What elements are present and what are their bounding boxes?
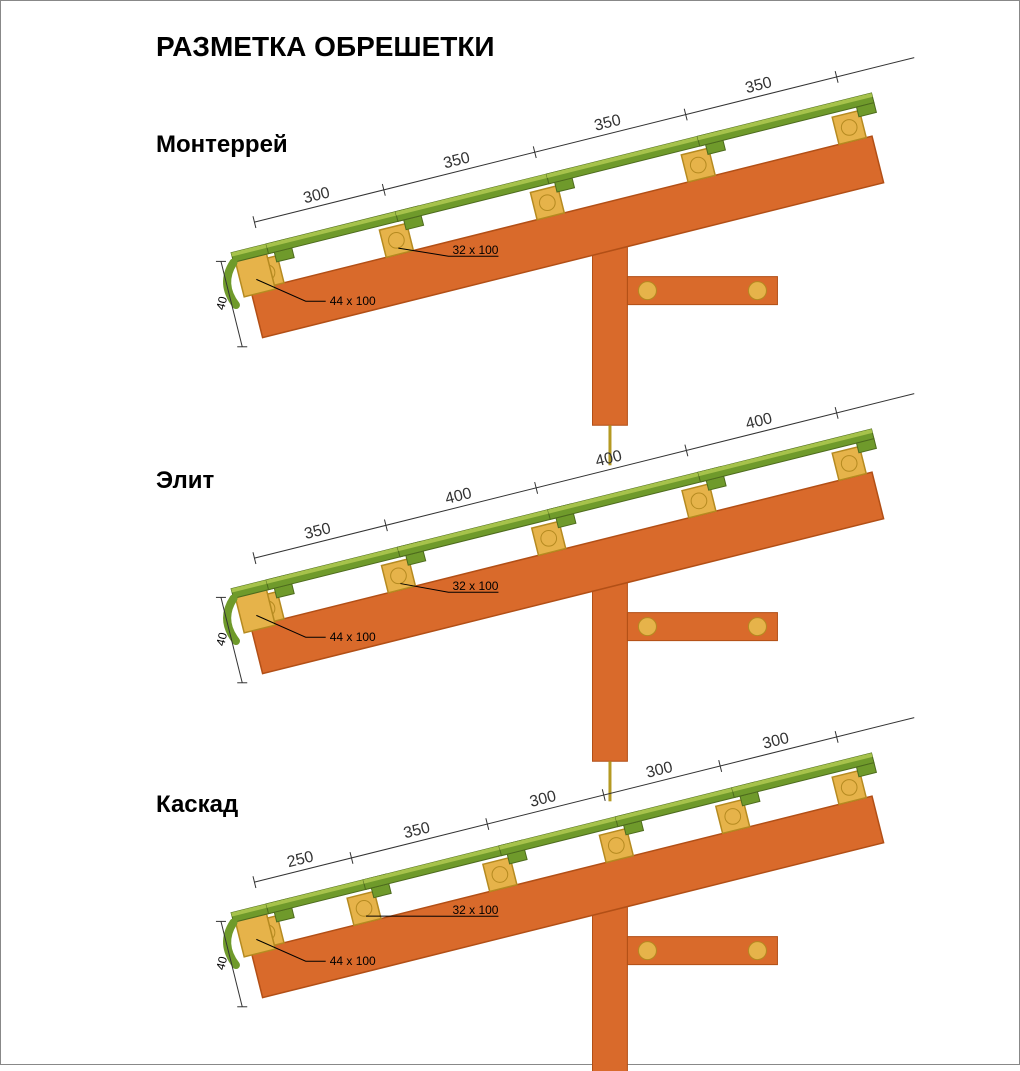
page: РАЗМЕТКА ОБРЕШЕТКИ Монтеррей300350350350… [0,0,1020,1065]
section-label: Элит [156,467,214,495]
mid-batten-note: 32 х 100 [452,579,498,593]
roof-diagram: 3003503503504044 х 10032 х 100 [211,91,1020,411]
roof-diagram: 3504004004004044 х 10032 х 100 [211,427,1020,747]
front-batten-note: 44 х 100 [330,954,376,968]
front-batten-note: 44 х 100 [330,630,376,644]
roof-diagram: 2503503003003004044 х 10032 х 100 [211,751,1020,1071]
mid-batten-note: 32 х 100 [452,243,498,257]
page-title: РАЗМЕТКА ОБРЕШЕТКИ [156,31,495,63]
front-batten-note: 44 х 100 [330,294,376,308]
mid-batten-note: 32 х 100 [452,903,498,917]
